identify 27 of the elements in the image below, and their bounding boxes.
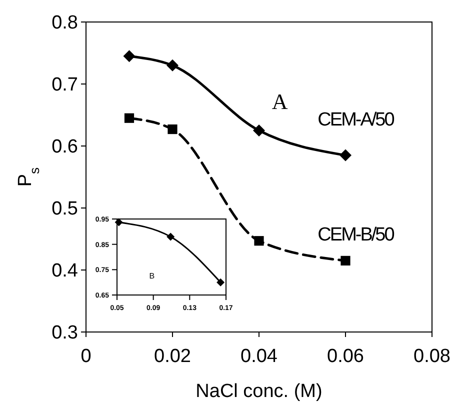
series-label: CEM-A/50 [318,109,394,130]
point [166,232,175,241]
y-tick-label: 0.5 [52,198,78,220]
annotation: A [272,88,288,114]
series-label: CEM-B/50 [318,224,394,246]
point [253,124,265,136]
x-tick-label: 0.02 [154,346,191,367]
x-axis-title: NaCl conc. (M) [196,381,322,402]
y-tick-label: 0.7 [52,74,78,96]
x-tick-label: 0.04 [240,346,278,367]
y-tick-label: 0.4 [52,260,78,282]
x-tick-label: 0.06 [327,346,364,367]
point [124,113,134,123]
point [168,124,178,134]
x-tick-label: 0.08 [414,346,450,367]
point [254,236,264,246]
y-tick-label: 0.3 [52,322,78,344]
point [123,50,136,62]
point [216,278,225,286]
y-tick-label: 0.8 [52,12,78,34]
y-tick-label: 0.6 [52,136,78,158]
point [166,59,178,72]
point [340,149,352,162]
annotation: B [149,271,155,280]
point [340,256,350,266]
x-tick-label: 0 [80,346,92,367]
point [114,218,123,226]
